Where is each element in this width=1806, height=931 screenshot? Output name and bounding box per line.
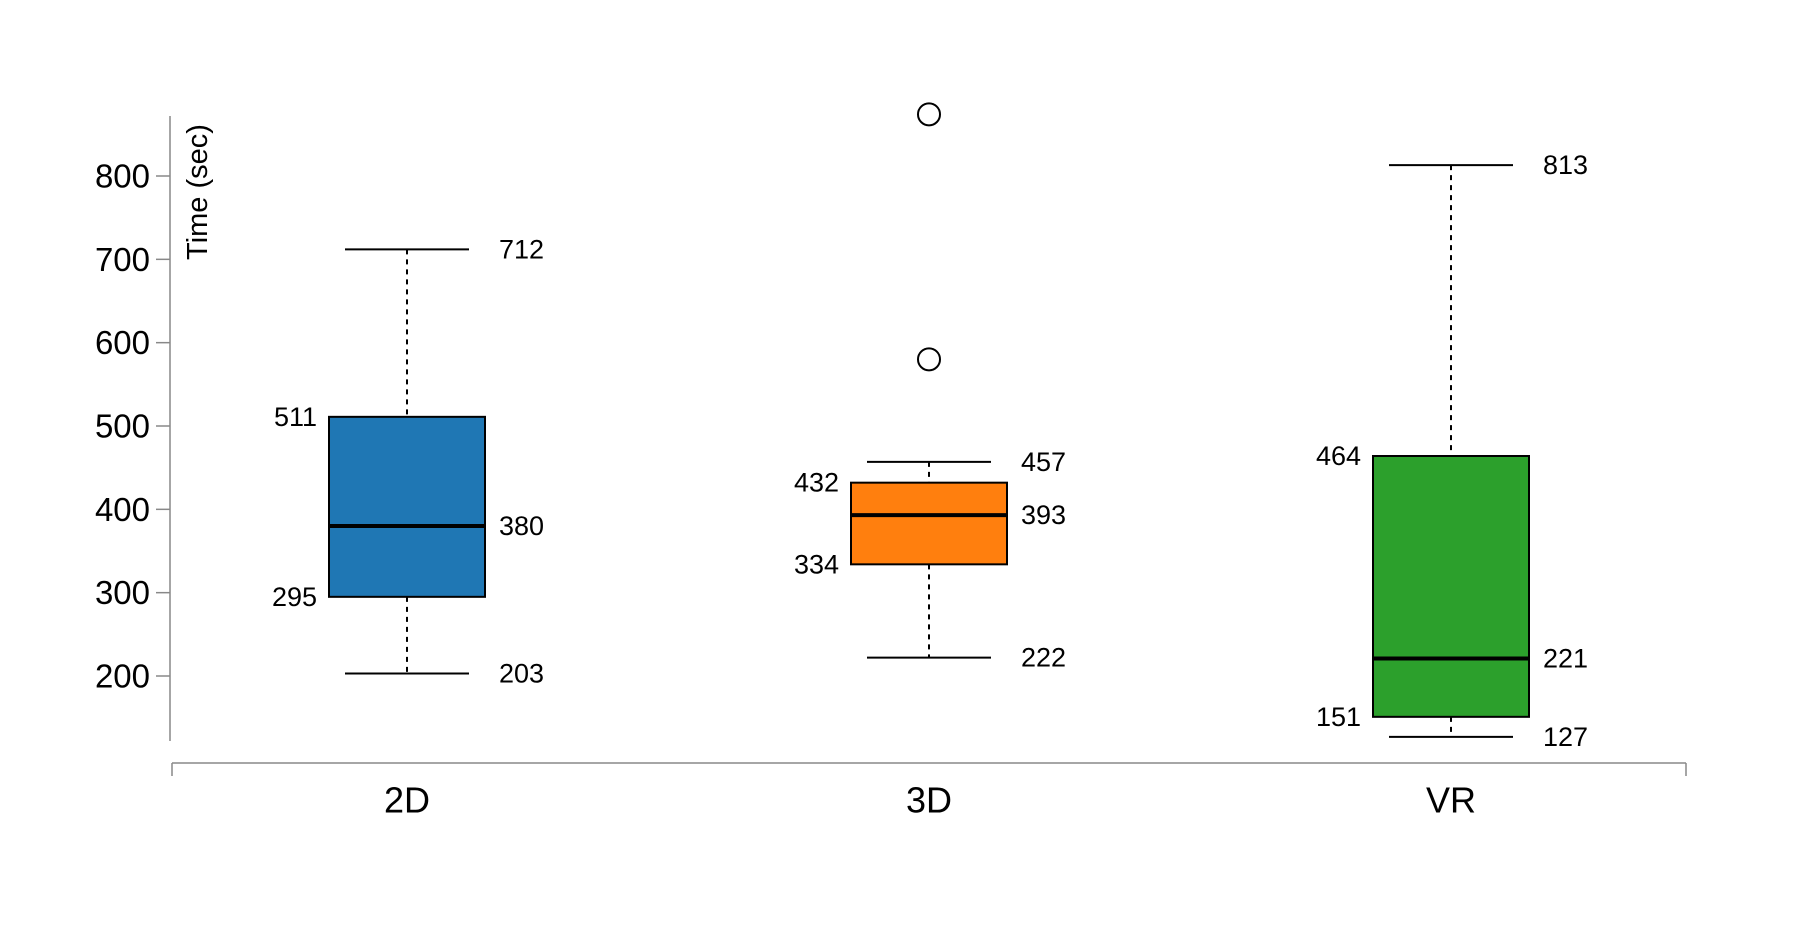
median-label-2d: 380 (499, 511, 544, 541)
max-label-2d: 712 (499, 234, 544, 264)
q1-label-vr: 151 (1316, 702, 1361, 732)
x-label-3d: 3D (906, 780, 952, 821)
max-label-3d: 457 (1021, 447, 1066, 477)
box-group-2d: 712 380 203 511 295 (272, 234, 544, 688)
box-2d (328, 415, 486, 598)
y-tick-label-200: 200 (95, 658, 150, 695)
min-label-3d: 222 (1021, 643, 1066, 673)
q1-label-2d: 295 (272, 582, 317, 612)
min-label-vr: 127 (1543, 722, 1588, 752)
median-label-3d: 393 (1021, 500, 1066, 530)
q3-label-vr: 464 (1316, 441, 1361, 471)
y-tick-label-300: 300 (95, 574, 150, 611)
min-label-2d: 203 (499, 659, 544, 689)
y-tick-label-500: 500 (95, 408, 150, 445)
y-tick-label-400: 400 (95, 491, 150, 528)
y-axis-ticks: 200 300 400 500 600 700 800 (95, 158, 170, 695)
max-label-vr: 813 (1543, 150, 1588, 180)
y-tick-label-600: 600 (95, 324, 150, 361)
box-group-3d: 457 393 222 432 334 (794, 102, 1066, 673)
q3-label-2d: 511 (274, 402, 317, 432)
x-label-2d: 2D (384, 780, 430, 821)
outlier-3d-1 (917, 347, 941, 372)
x-label-vr: VR (1426, 780, 1476, 821)
q1-label-3d: 334 (794, 549, 839, 579)
boxes-group: 712 380 203 511 295 457 393 222 432 334 813 221 127 4… (272, 102, 1588, 752)
y-axis-title: Time (sec) (182, 124, 214, 260)
median-label-vr: 221 (1543, 644, 1588, 674)
box-3d (850, 481, 1008, 566)
box-group-vr: 813 221 127 464 151 (1316, 150, 1588, 752)
y-tick-label-800: 800 (95, 158, 150, 195)
q3-label-3d: 432 (794, 468, 839, 498)
y-tick-label-700: 700 (95, 241, 150, 278)
x-axis-labels: 2D 3D VR (384, 780, 1476, 821)
outlier-3d-2 (917, 102, 941, 127)
box-vr (1372, 455, 1530, 718)
